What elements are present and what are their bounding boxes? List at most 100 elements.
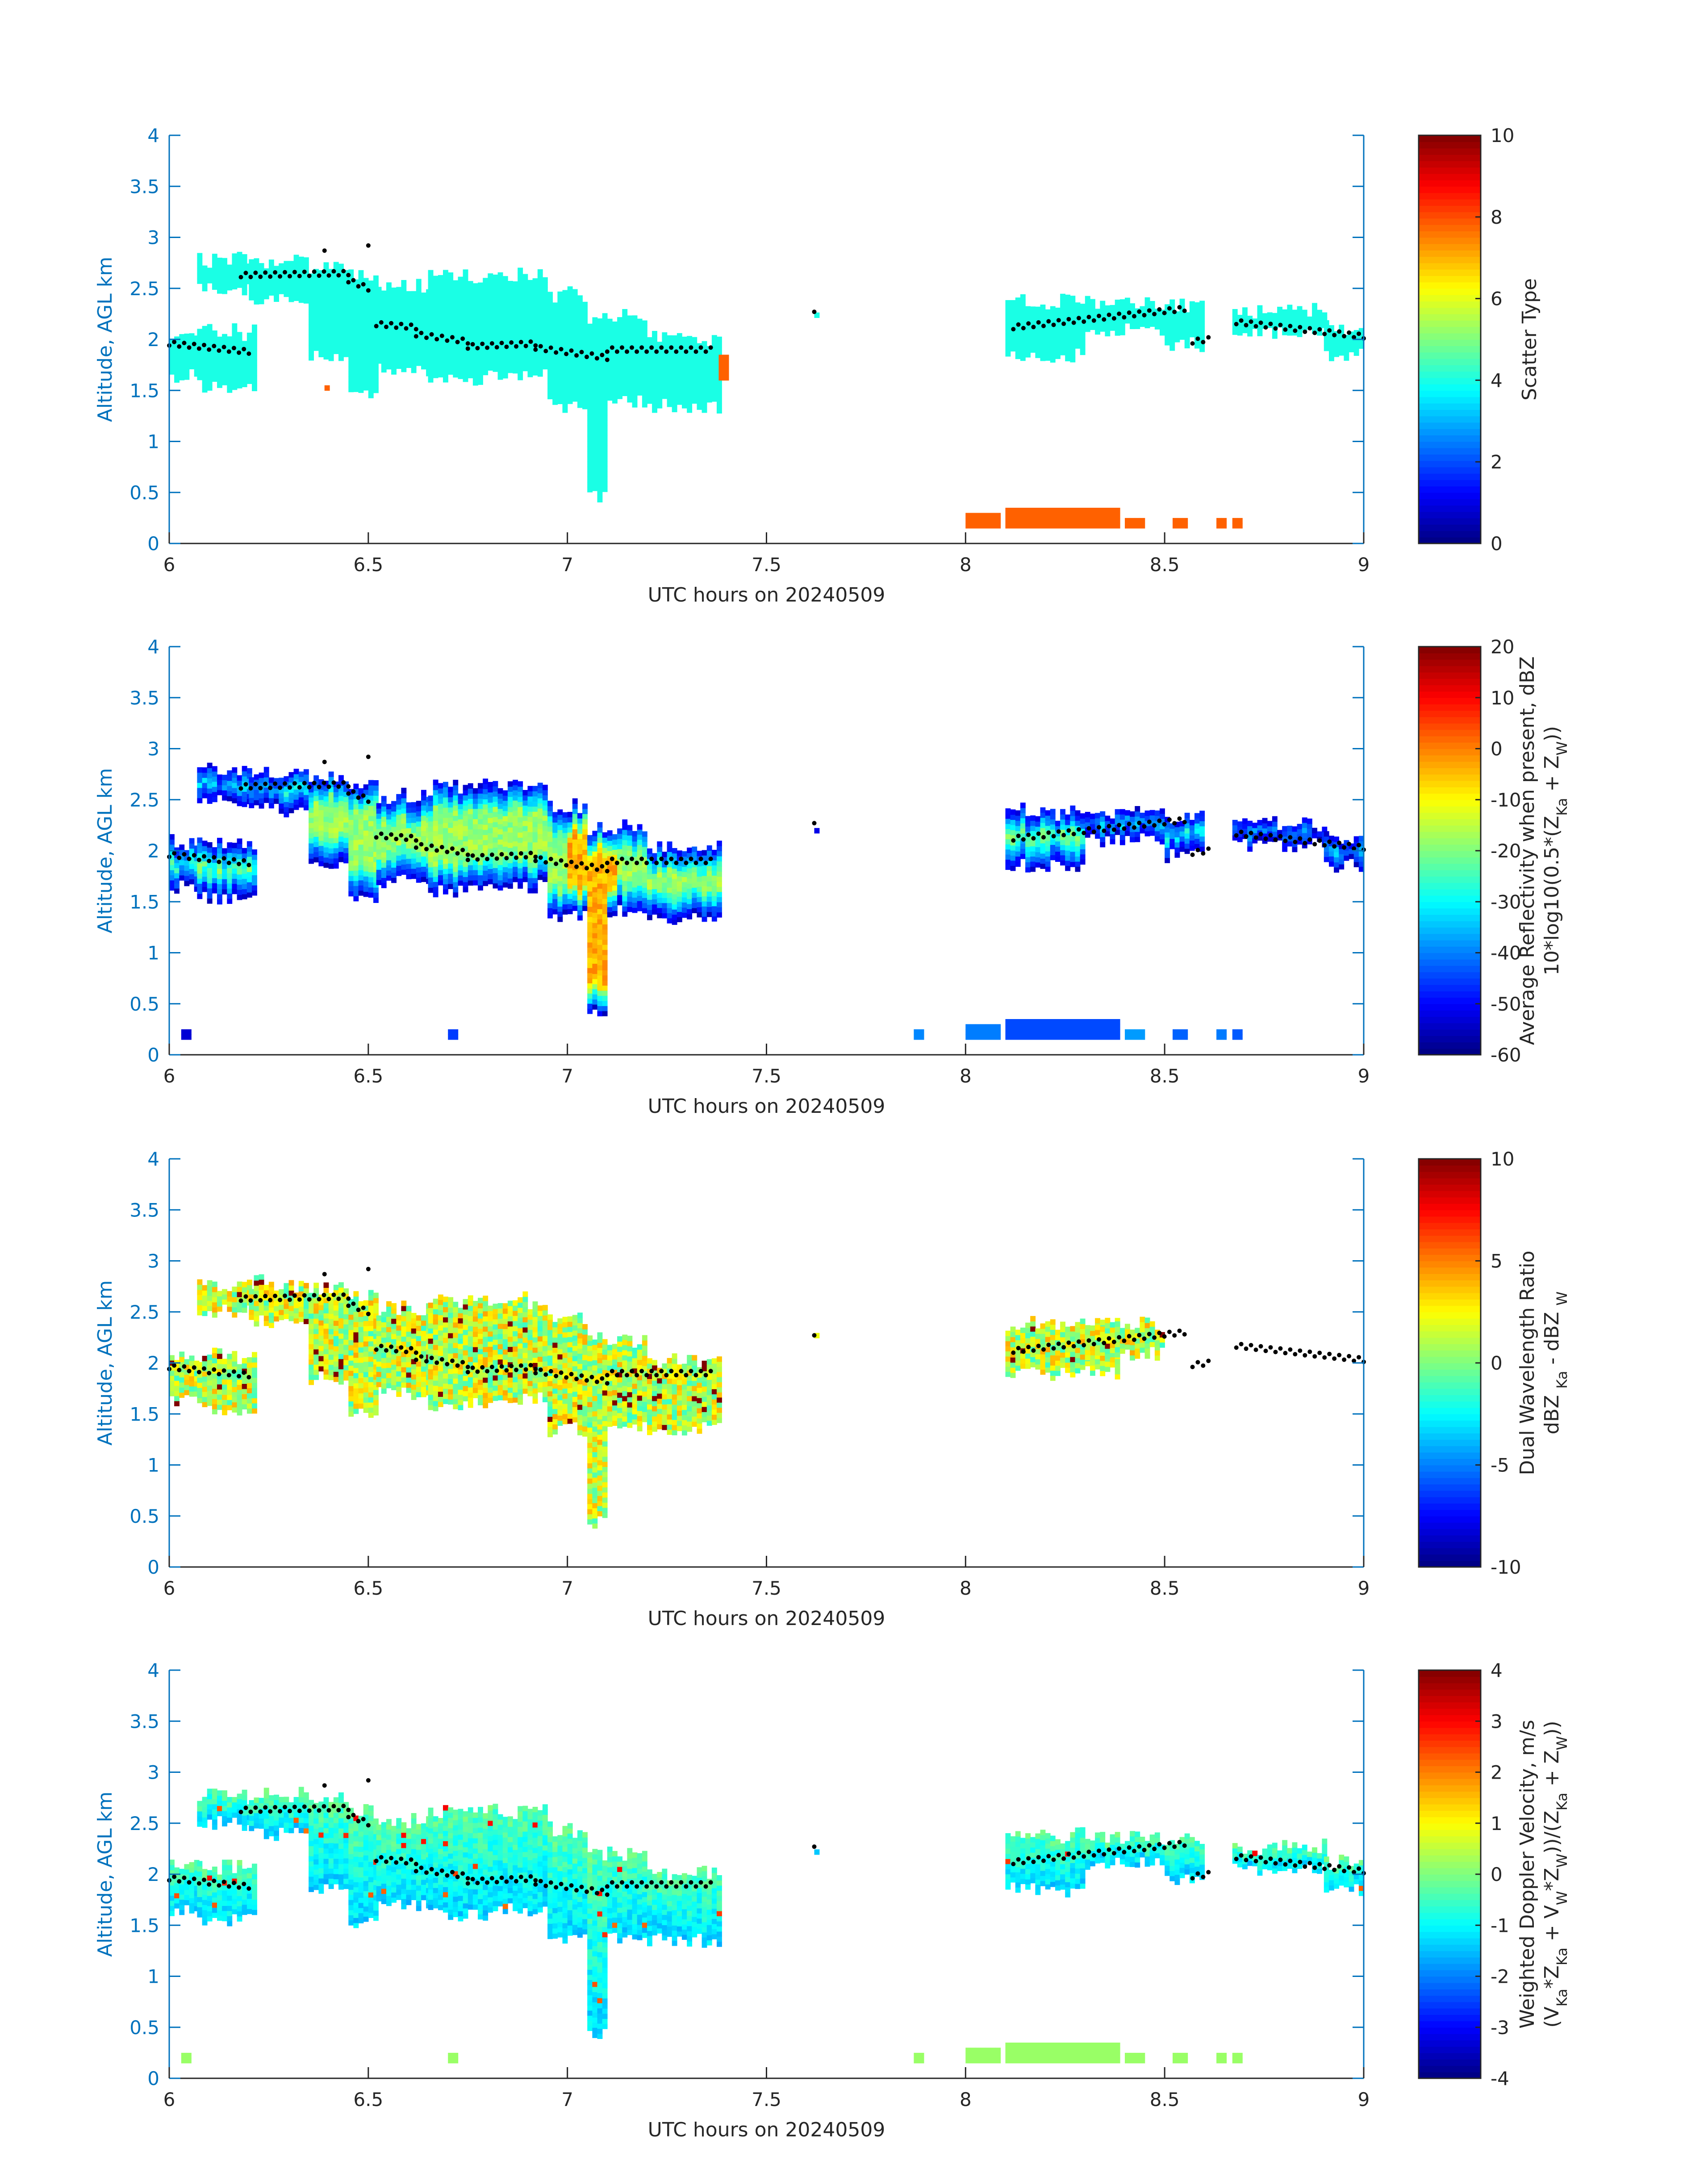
data-cell <box>448 802 454 808</box>
data-cell <box>197 848 203 853</box>
data-cell <box>288 792 294 798</box>
data-cell <box>1015 851 1021 857</box>
data-cell <box>642 320 647 326</box>
data-cell <box>717 408 722 414</box>
data-cell <box>338 785 344 791</box>
data-cell <box>577 397 583 403</box>
data-cell <box>298 262 304 267</box>
data-cell <box>587 881 593 886</box>
cloud-marker-dot <box>1132 314 1136 319</box>
data-cell <box>463 800 468 806</box>
data-cell <box>518 324 523 330</box>
data-cell <box>592 414 598 420</box>
data-cell <box>448 878 454 884</box>
data-cell <box>416 801 422 806</box>
data-cell <box>428 336 434 342</box>
data-cell <box>433 326 438 332</box>
data-cell <box>1060 304 1065 309</box>
data-cell <box>433 372 438 378</box>
data-cell <box>1070 811 1076 816</box>
data-cell <box>328 838 334 844</box>
data-cell <box>587 998 593 1004</box>
data-cell <box>363 876 369 882</box>
data-cell <box>1060 809 1065 815</box>
data-cell <box>353 829 359 835</box>
data-cell <box>391 816 397 822</box>
data-cell <box>702 346 707 352</box>
data-cell <box>552 822 558 828</box>
data-cell <box>333 297 339 303</box>
data-cell <box>202 331 208 337</box>
data-cell <box>237 257 242 263</box>
data-cell <box>217 258 222 263</box>
cloud-marker-dot <box>221 345 226 350</box>
data-cell <box>513 846 518 852</box>
data-cell <box>353 819 359 825</box>
data-cell <box>1090 513 1095 518</box>
data-cell <box>587 840 593 846</box>
data-cell <box>711 365 717 372</box>
data-cell <box>237 844 242 849</box>
data-cell <box>1194 333 1200 338</box>
cloud-marker-dot <box>1066 317 1071 322</box>
y-tick-label: 0.5 <box>129 482 159 504</box>
data-cell <box>472 865 478 870</box>
data-cell <box>433 352 438 358</box>
data-cell <box>592 928 598 933</box>
data-cell <box>1015 313 1021 318</box>
data-cell <box>227 775 233 781</box>
data-cell <box>577 351 583 357</box>
data-cell <box>572 854 578 860</box>
data-cell <box>627 381 633 388</box>
data-cell <box>232 359 238 365</box>
data-cell <box>353 289 359 295</box>
data-cell <box>513 353 518 359</box>
data-cell <box>627 876 633 882</box>
data-cell <box>537 340 543 346</box>
data-cell <box>1060 513 1065 518</box>
data-cell <box>237 838 242 844</box>
data-cell <box>672 883 677 890</box>
data-cell <box>572 376 578 381</box>
data-cell <box>448 364 454 370</box>
data-cell <box>453 800 459 806</box>
data-cell <box>711 895 717 901</box>
data-cell <box>1115 300 1120 305</box>
data-cell <box>697 379 702 384</box>
data-cell <box>338 274 344 280</box>
data-cell <box>1184 338 1190 343</box>
colorbar-swatch <box>1419 473 1481 480</box>
data-cell <box>547 322 553 328</box>
data-cell <box>227 275 233 280</box>
data-cell <box>507 848 513 853</box>
data-cell <box>697 866 702 872</box>
data-cell <box>396 302 402 308</box>
data-cell <box>202 286 208 292</box>
data-cell <box>557 876 563 882</box>
data-cell <box>1135 518 1140 524</box>
data-cell <box>472 844 478 850</box>
cloud-marker-dot <box>480 341 485 346</box>
data-cell <box>338 279 344 284</box>
data-cell <box>597 995 603 1001</box>
data-cell <box>468 829 473 835</box>
data-cell <box>252 890 257 896</box>
data-cell <box>547 821 553 827</box>
data-cell <box>1174 311 1180 317</box>
data-cell <box>391 836 397 842</box>
data-cell <box>376 874 382 880</box>
data-cell <box>627 351 633 357</box>
data-cell <box>328 848 334 854</box>
cloud-marker-dot <box>509 340 514 345</box>
data-cell <box>497 354 503 359</box>
data-cell <box>657 892 663 898</box>
data-cell <box>207 877 213 883</box>
data-cell <box>1257 310 1263 316</box>
data-cell <box>1055 518 1061 524</box>
data-cell <box>532 801 538 807</box>
data-cell <box>507 362 513 368</box>
data-cell <box>522 299 528 305</box>
data-cell <box>632 366 638 372</box>
data-cell <box>428 316 434 322</box>
data-cell <box>637 834 643 840</box>
